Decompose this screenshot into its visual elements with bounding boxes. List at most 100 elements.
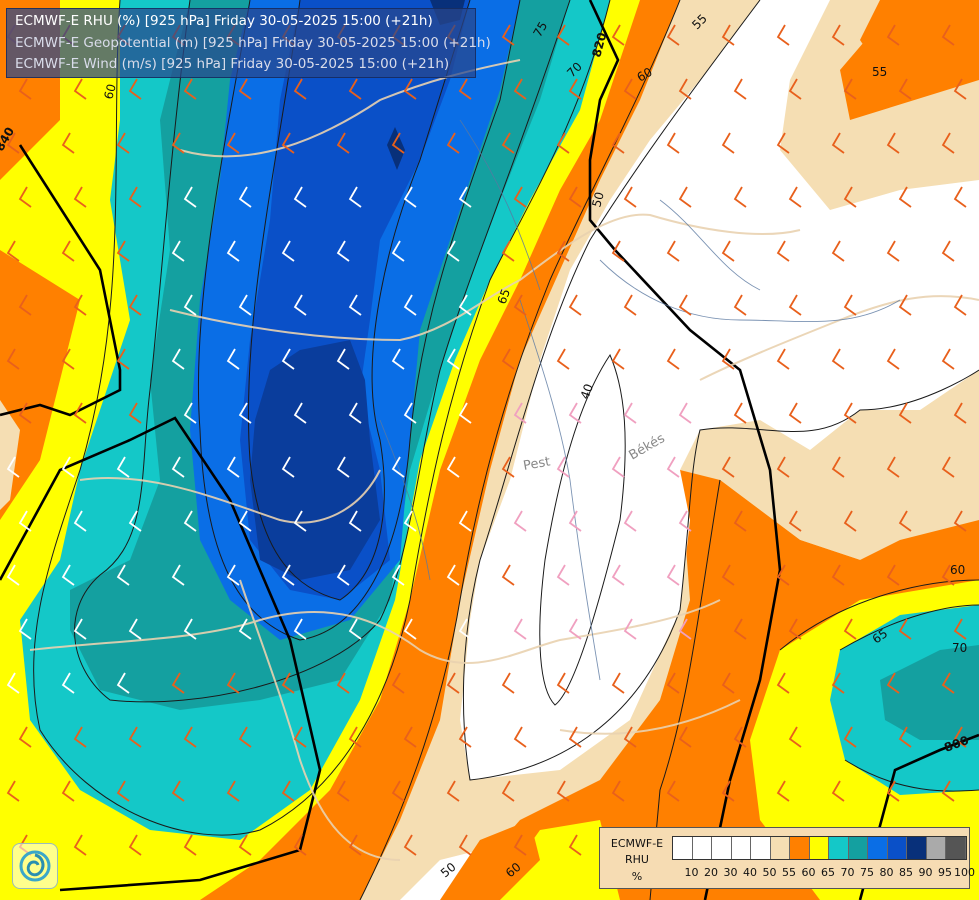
legend-tick-label: 85 bbox=[899, 866, 913, 879]
legend-color-cell bbox=[848, 837, 868, 859]
wind-barb bbox=[843, 726, 857, 748]
wind-barb bbox=[61, 456, 75, 478]
rhu-label: 60 bbox=[950, 563, 965, 577]
wind-barb bbox=[556, 132, 570, 154]
wind-barb bbox=[348, 294, 362, 316]
wind-barb bbox=[886, 672, 900, 694]
wind-barb bbox=[513, 618, 527, 640]
wind-barb bbox=[226, 348, 240, 370]
wind-barb bbox=[116, 348, 130, 370]
wind-barb bbox=[183, 510, 197, 532]
wind-barb bbox=[171, 672, 185, 694]
legend-color-cell bbox=[712, 837, 732, 859]
wind-barb bbox=[6, 348, 20, 370]
wind-barb bbox=[721, 780, 735, 802]
wind-barb bbox=[116, 780, 130, 802]
legend-color-cell bbox=[926, 837, 946, 859]
wind-barb bbox=[666, 780, 680, 802]
wind-barb bbox=[831, 24, 845, 46]
wind-barb bbox=[403, 402, 417, 424]
wind-barb bbox=[611, 780, 625, 802]
wind-barb bbox=[831, 132, 845, 154]
wind-barb bbox=[623, 726, 637, 748]
wind-barb bbox=[226, 672, 240, 694]
wind-barb bbox=[513, 402, 527, 424]
legend-color-cell bbox=[731, 837, 751, 859]
wind-barb bbox=[128, 618, 142, 640]
wind-barb bbox=[941, 456, 955, 478]
legend-unit-label: % bbox=[631, 870, 643, 883]
wind-barb bbox=[513, 186, 527, 208]
wind-barb bbox=[183, 726, 197, 748]
wind-barb bbox=[831, 780, 845, 802]
wind-barb bbox=[623, 510, 637, 532]
wind-barb bbox=[721, 132, 735, 154]
wind-barb bbox=[293, 294, 307, 316]
wind-barb bbox=[513, 726, 527, 748]
wind-barb bbox=[556, 780, 570, 802]
wind-barb bbox=[611, 240, 625, 262]
rhu-label: 60 bbox=[101, 82, 118, 100]
wind-barb bbox=[226, 564, 240, 586]
wind-barb bbox=[183, 294, 197, 316]
wind-barb bbox=[666, 348, 680, 370]
legend-tick-labels: 10 20 30 40 50 55 60 65 70 75 80 85 90 95 100 bbox=[672, 866, 976, 880]
wind-barb bbox=[238, 510, 252, 532]
wind-barb bbox=[556, 240, 570, 262]
legend-tick-label: 65 bbox=[821, 866, 835, 879]
rhu-label: 60 bbox=[635, 65, 655, 85]
wind-barb bbox=[403, 510, 417, 532]
wind-barb bbox=[336, 456, 350, 478]
wind-barb bbox=[721, 24, 735, 46]
wind-barb bbox=[73, 402, 87, 424]
wind-barb bbox=[556, 348, 570, 370]
legend-tick-label: 10 bbox=[684, 866, 699, 879]
wind-barb bbox=[941, 348, 955, 370]
wind-barb bbox=[391, 132, 405, 154]
rhu-50-east-area bbox=[460, 0, 979, 780]
wind-barb bbox=[886, 456, 900, 478]
wind-barb bbox=[336, 240, 350, 262]
wind-barb bbox=[898, 78, 912, 100]
legend-variable-label: RHU bbox=[625, 853, 649, 866]
wind-barb bbox=[61, 348, 75, 370]
wind-barb bbox=[501, 672, 515, 694]
legend-color-cell bbox=[692, 837, 712, 859]
wind-barb bbox=[18, 186, 32, 208]
wind-barb bbox=[293, 78, 307, 100]
wind-barb bbox=[886, 780, 900, 802]
wind-barb bbox=[116, 240, 130, 262]
wind-barb bbox=[348, 186, 362, 208]
wind-barb bbox=[183, 402, 197, 424]
wind-barb bbox=[513, 294, 527, 316]
wind-barb bbox=[128, 726, 142, 748]
wind-barb bbox=[733, 294, 747, 316]
legend-model-label: ECMWF-E bbox=[610, 837, 664, 850]
wind-barb bbox=[501, 24, 515, 46]
wind-barb bbox=[238, 726, 252, 748]
wind-barb bbox=[843, 618, 857, 640]
wind-barb bbox=[953, 510, 967, 532]
wind-barb bbox=[391, 672, 405, 694]
wind-barb bbox=[721, 240, 735, 262]
wind-barb bbox=[611, 672, 625, 694]
legend-tick-label: 80 bbox=[879, 866, 894, 879]
wind-barb bbox=[568, 294, 582, 316]
wind-barb bbox=[953, 186, 967, 208]
swirl-glyph bbox=[19, 850, 51, 882]
wind-barb bbox=[293, 726, 307, 748]
wind-barb bbox=[941, 672, 955, 694]
wind-barb bbox=[898, 402, 912, 424]
legend-tick-label: 90 bbox=[918, 866, 933, 879]
wind-barb bbox=[61, 240, 75, 262]
wind-barb bbox=[788, 618, 802, 640]
wind-barb bbox=[611, 132, 625, 154]
legend-tick-label: 55 bbox=[782, 866, 796, 879]
river-lines bbox=[379, 119, 901, 681]
wind-barb bbox=[678, 402, 692, 424]
wind-barb bbox=[128, 294, 142, 316]
wind-barb bbox=[831, 672, 845, 694]
wind-barb bbox=[666, 456, 680, 478]
rhu-65-south-strip bbox=[490, 820, 620, 900]
wind-barb bbox=[73, 510, 87, 532]
